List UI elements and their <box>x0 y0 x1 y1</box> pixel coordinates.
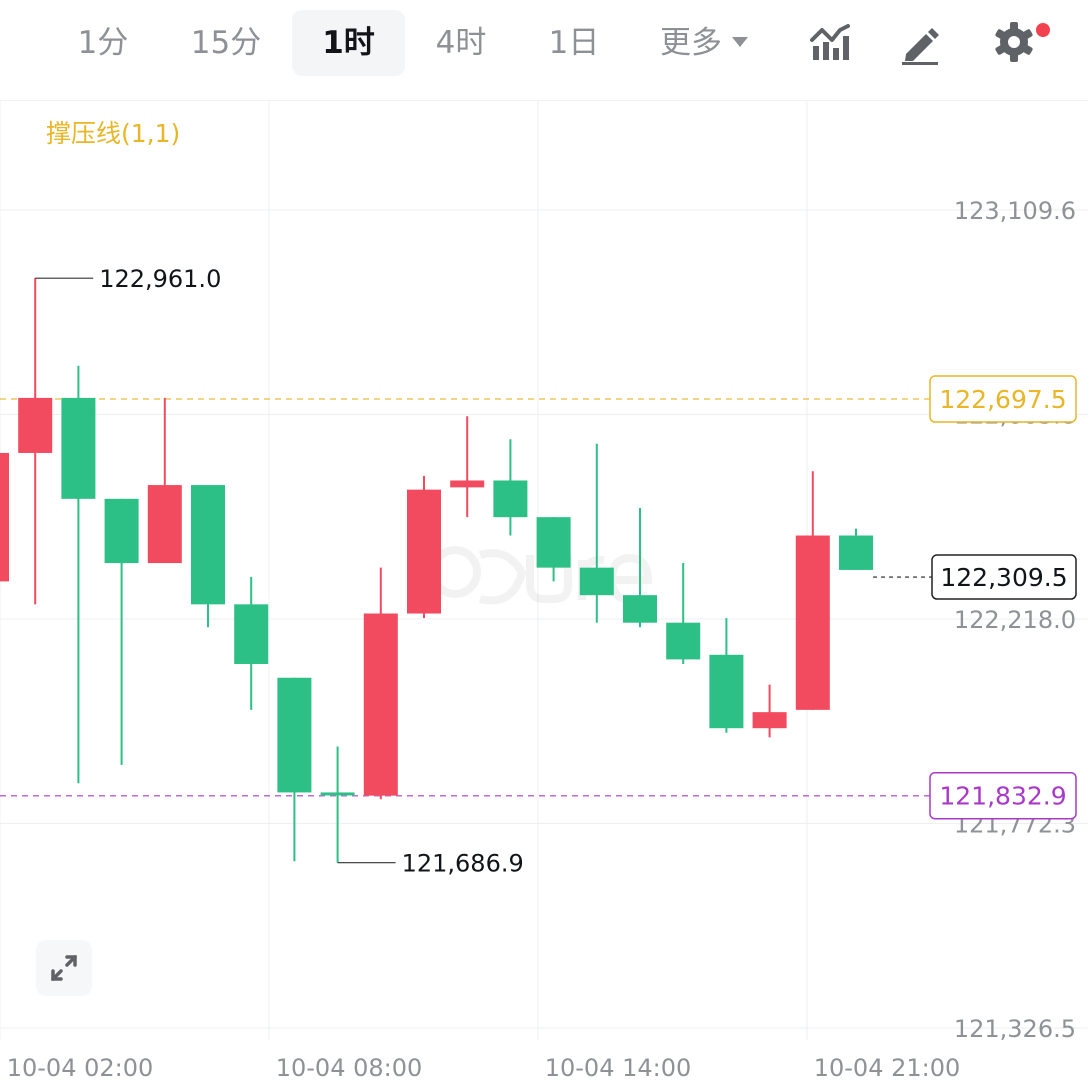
tab-1day[interactable]: 1日 <box>548 25 600 61</box>
tab-1hour[interactable]: 1时 <box>292 10 405 76</box>
resistance-label: 122,697.5 <box>939 385 1066 414</box>
candle-body <box>795 535 830 710</box>
tab-1min[interactable]: 1分 <box>77 25 129 61</box>
candle[interactable] <box>752 684 787 738</box>
candle[interactable] <box>666 563 701 664</box>
candle[interactable] <box>579 443 614 623</box>
candle[interactable] <box>320 746 355 863</box>
candle-body <box>61 397 96 499</box>
resistance-box <box>929 375 1077 423</box>
notification-dot <box>1036 23 1050 37</box>
draw-pen-icon[interactable] <box>896 18 944 66</box>
candles <box>0 278 873 863</box>
candle-body <box>147 485 182 564</box>
support-box <box>929 771 1077 820</box>
x-tick-label: 10-04 02:00 <box>7 1054 154 1082</box>
candle-body <box>536 517 571 568</box>
x-tick-label: 10-04 21:00 <box>814 1054 961 1082</box>
candle-body <box>104 498 139 564</box>
low-marker-label: 121,686.9 <box>402 850 524 878</box>
price-markers: 122,961.0 121,686.9 122,309.5 <box>35 265 1077 878</box>
y-tick-label: 123,109.6 <box>954 197 1076 225</box>
candle[interactable] <box>234 576 269 710</box>
timeframe-toolbar: 1分 15分 1时 4时 1日 更多 <box>0 0 1088 100</box>
candle[interactable] <box>363 567 398 800</box>
candle[interactable] <box>536 517 571 582</box>
candle[interactable] <box>839 528 873 570</box>
candle[interactable] <box>0 435 9 692</box>
candle-body <box>0 452 9 582</box>
candle-body <box>579 567 614 596</box>
candle[interactable] <box>709 618 744 733</box>
last-price-label: 122,309.5 <box>940 563 1067 592</box>
tab-4hour[interactable]: 4时 <box>435 25 487 61</box>
candle-body <box>709 654 744 729</box>
toolbar-divider <box>0 100 1088 101</box>
candle[interactable] <box>61 365 96 784</box>
candle[interactable] <box>104 498 139 765</box>
candle-body <box>234 604 269 664</box>
x-tick-label: 10-04 08:00 <box>276 1054 423 1082</box>
y-tick-label: 122,218.0 <box>954 606 1076 634</box>
candle-body <box>666 622 701 660</box>
y-tick-label: 121,326.5 <box>954 1015 1076 1043</box>
x-axis-labels: 10-04 02:00 10-04 08:00 10-04 14:00 10-04 2… <box>7 1054 961 1082</box>
candle-body <box>839 535 873 570</box>
x-tick-label: 10-04 14:00 <box>545 1054 692 1082</box>
indicator-label: 撑压线(1,1) <box>46 119 181 148</box>
candle[interactable] <box>450 416 485 518</box>
candle[interactable] <box>493 439 528 536</box>
candle-body <box>191 485 225 605</box>
candle[interactable] <box>147 397 182 564</box>
expand-icon <box>51 955 77 981</box>
high-marker-label: 122,961.0 <box>99 265 221 293</box>
chevron-down-icon <box>732 36 748 47</box>
candle-body <box>277 677 312 793</box>
last-price-box <box>931 554 1077 600</box>
candle-body <box>407 489 441 614</box>
chart-type-icon[interactable] <box>806 18 854 66</box>
candle[interactable] <box>18 278 53 605</box>
tab-15min[interactable]: 15分 <box>190 25 262 61</box>
candle[interactable] <box>795 471 830 710</box>
y-axis-labels: 123,109.6122,663.8122,218.0121,772.3121,… <box>954 197 1076 1043</box>
price-lines: 122,697.5 121,832.9 <box>0 375 1077 820</box>
candle-body <box>493 480 528 518</box>
support-label: 121,832.9 <box>939 782 1066 811</box>
candle[interactable] <box>407 475 441 619</box>
candle[interactable] <box>191 485 225 628</box>
candle-body <box>18 397 53 453</box>
candle-body <box>450 480 485 488</box>
candle[interactable] <box>623 508 657 628</box>
fullscreen-button[interactable] <box>36 940 92 996</box>
candle[interactable] <box>277 677 312 862</box>
grid-lines <box>0 101 1088 1040</box>
more-timeframes-dropdown[interactable]: 更多 <box>660 10 748 76</box>
candle-body <box>752 712 787 729</box>
settings-gear-icon[interactable] <box>990 18 1038 66</box>
more-label: 更多 <box>660 25 722 61</box>
candle-body <box>363 613 398 796</box>
candle-body <box>320 792 355 796</box>
candle-body <box>623 595 657 623</box>
